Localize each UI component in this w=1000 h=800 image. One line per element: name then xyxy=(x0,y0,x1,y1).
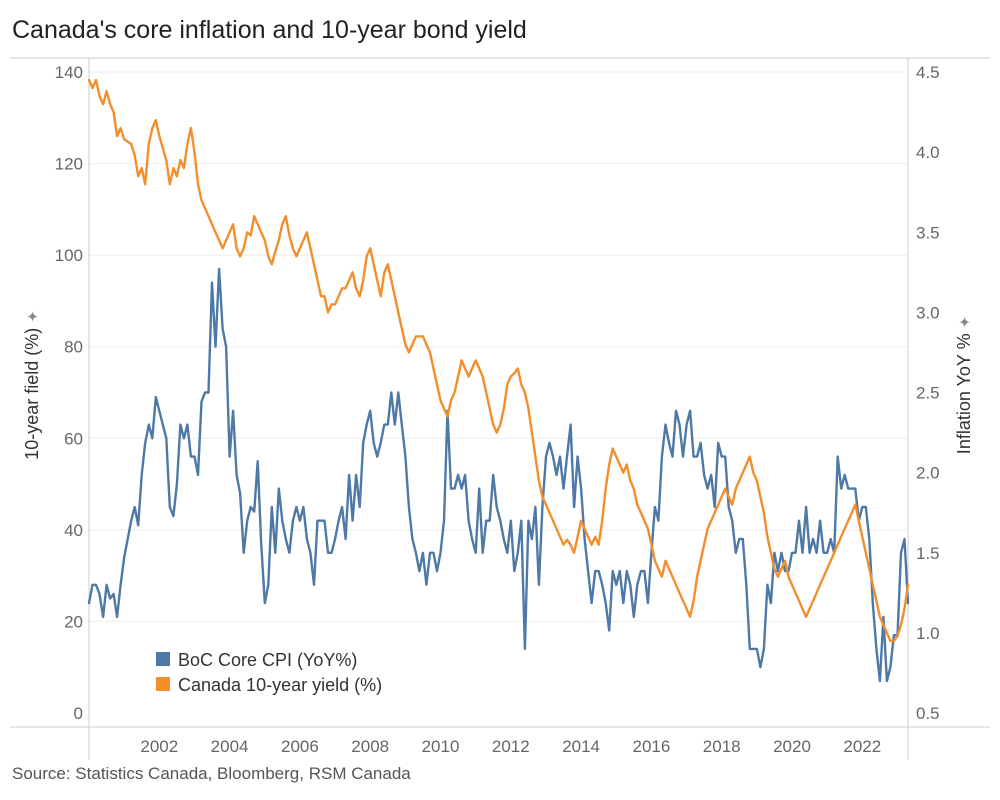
right-tick-label: 3.0 xyxy=(916,303,940,322)
gridlines xyxy=(89,71,908,622)
left-axis-title: 10-year field (%) ✦ xyxy=(22,310,42,460)
left-tick-label: 40 xyxy=(64,521,83,540)
right-tick-label: 2.0 xyxy=(916,464,940,483)
series-line-core-cpi[interactable] xyxy=(87,267,910,683)
x-tick-label: 2004 xyxy=(211,737,249,756)
left-axis-ticks: 0 20 40 60 80 100 120 140 xyxy=(55,63,83,723)
left-tick-label: 20 xyxy=(64,612,83,631)
x-axis-ticks: 2002 2004 2006 2008 2010 2012 2014 2016 2018 2020… xyxy=(140,737,881,756)
right-axis-title: Inflation YoY % ✦ xyxy=(954,316,974,454)
x-tick-label: 2016 xyxy=(632,737,670,756)
x-tick-label: 2022 xyxy=(843,737,881,756)
x-tick-label: 2018 xyxy=(703,737,741,756)
legend-swatch-core-cpi[interactable] xyxy=(156,652,170,666)
x-tick-label: 2010 xyxy=(422,737,460,756)
right-tick-label: 1.0 xyxy=(916,624,940,643)
legend: BoC Core CPI (YoY%) Canada 10-year yield… xyxy=(156,650,382,695)
left-tick-label: 100 xyxy=(55,246,83,265)
right-tick-label: 4.5 xyxy=(916,63,940,82)
right-tick-label: 1.5 xyxy=(916,544,940,563)
right-tick-label: 4.0 xyxy=(916,143,940,162)
x-tick-label: 2006 xyxy=(281,737,319,756)
left-tick-label: 80 xyxy=(64,338,83,357)
series-layer xyxy=(87,78,910,683)
legend-label-core-cpi: BoC Core CPI (YoY%) xyxy=(178,650,357,670)
pin-icon[interactable]: ✦ xyxy=(957,316,974,329)
x-tick-label: 2020 xyxy=(773,737,811,756)
x-tick-label: 2012 xyxy=(492,737,530,756)
right-axis-ticks: 0.5 1.0 1.5 2.0 2.5 3.0 3.5 4.0 4.5 xyxy=(916,63,940,723)
right-tick-label: 3.5 xyxy=(916,223,940,242)
left-tick-label: 140 xyxy=(55,63,83,82)
left-tick-label: 120 xyxy=(55,155,83,174)
legend-swatch-10y-yield[interactable] xyxy=(156,677,170,691)
x-tick-label: 2014 xyxy=(562,737,600,756)
pin-icon[interactable]: ✦ xyxy=(25,310,42,323)
right-tick-label: 2.5 xyxy=(916,384,940,403)
right-tick-label: 0.5 xyxy=(916,704,940,723)
legend-label-10y-yield: Canada 10-year yield (%) xyxy=(178,675,382,695)
x-tick-label: 2008 xyxy=(351,737,389,756)
left-tick-label: 0 xyxy=(74,704,83,723)
series-line-10y-yield[interactable] xyxy=(87,78,910,643)
source-note: Source: Statistics Canada, Bloomberg, RS… xyxy=(12,764,411,783)
left-tick-label: 60 xyxy=(64,429,83,448)
x-tick-label: 2002 xyxy=(140,737,178,756)
chart-title: Canada's core inflation and 10-year bond… xyxy=(12,16,527,44)
